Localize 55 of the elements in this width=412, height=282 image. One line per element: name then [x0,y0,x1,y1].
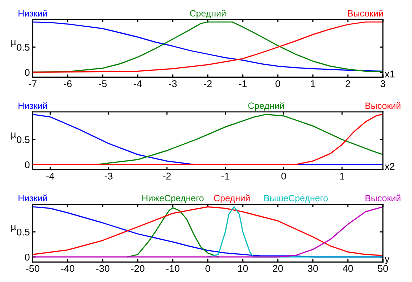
x-axis-title: y [384,257,390,264]
line-series [32,114,384,166]
x-tick-label: 20 [273,265,284,272]
x-tick-label: -2 [163,172,172,180]
series-label: Низкий [18,102,48,110]
x-tick-label: -30 [96,265,110,272]
x-tick-label: 1 [311,80,316,88]
series-label: Низкий [18,10,48,17]
series-label: Средний [214,194,250,204]
y-tick-label: 0.5 [17,136,30,144]
x-tick-label: -1 [222,173,230,180]
x-axis-title: x2 [385,163,395,170]
x-tick-label: -7 [29,80,37,88]
series-label: Средний [248,102,284,111]
series-label: Высокий [366,194,401,202]
x-tick-label: 2 [346,80,350,88]
x-tick-label: -4 [46,173,55,180]
x-tick-label: 0 [276,80,280,88]
x-axis-title: x1 [385,70,395,78]
x-tick-label: 30 [308,265,318,272]
y-axis-title: µ [12,225,16,232]
line-series [208,206,384,258]
x-tick-label: 10 [238,265,248,272]
series-label: НижеСреднего [142,195,204,204]
line-series [96,114,384,166]
y-tick-label: 0 [25,162,30,168]
x-tick-label: -2 [204,80,212,88]
x-tick-label: 3 [380,80,386,88]
y-axis-title: µ [12,132,16,140]
x-tick-label: 1 [340,173,345,180]
y-tick-label: 0 [25,254,30,261]
x-tick-label: 50 [378,265,388,272]
x-tick-label: -1 [239,80,247,88]
x-tick-label: 40 [342,265,354,272]
series-label: Средний [190,10,226,19]
x-tick-label: -50 [26,265,40,272]
series-label: Высокий [348,10,384,17]
y-tick-label: 0.5 [17,44,30,51]
y-tick-label: 0.5 [17,228,30,236]
x-tick-label: 0 [206,265,210,272]
y-axis-title: µ [12,40,16,48]
x-tick-label: -4 [134,80,142,88]
x-tick-label: -6 [64,80,72,88]
series-label: Высокий [366,102,401,110]
line-series [126,207,220,258]
x-tick-label: -3 [104,172,113,180]
x-tick-label: -20 [131,265,145,272]
x-tick-label: -40 [61,265,75,272]
series-label: Низкий [18,194,48,202]
y-tick-label: 0 [25,69,30,76]
x-tick-label: 0 [282,172,286,180]
x-tick-label: -5 [99,80,107,88]
x-tick-label: -10 [166,265,180,272]
text: ВышеСреднего [264,195,328,204]
x-tick-label: -3 [169,80,177,88]
